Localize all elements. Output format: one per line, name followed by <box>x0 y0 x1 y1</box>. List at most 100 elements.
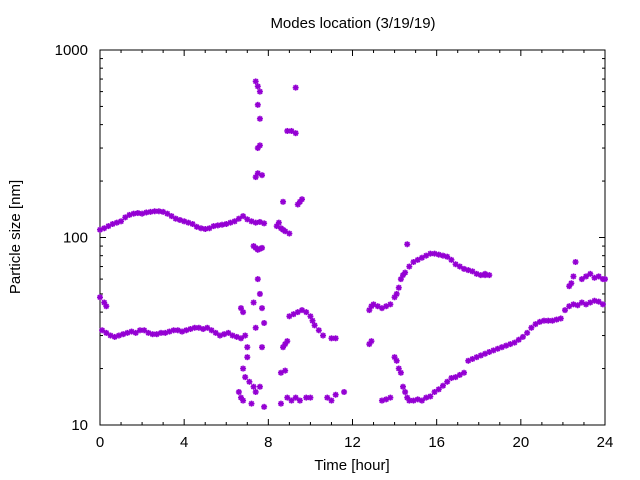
data-point <box>250 383 257 390</box>
data-point <box>461 265 468 272</box>
y-axis-label: Particle size [nm] <box>7 180 24 294</box>
data-point <box>231 218 238 225</box>
data-point <box>237 335 244 342</box>
data-point <box>252 388 259 395</box>
data-point <box>275 219 282 226</box>
data-point <box>149 331 156 338</box>
data-point <box>332 391 339 398</box>
data-point <box>524 329 531 336</box>
plot-frame <box>99 49 606 426</box>
data-point <box>431 388 438 395</box>
data-point <box>341 388 348 395</box>
data-point <box>570 273 577 280</box>
data-point <box>296 397 303 404</box>
data-point <box>528 324 535 331</box>
data-point <box>469 268 476 275</box>
data-point <box>439 252 446 259</box>
data-point <box>482 270 489 277</box>
data-point <box>259 172 266 179</box>
y-tick-label: 1000 <box>55 42 88 59</box>
data-point <box>402 388 409 395</box>
data-point <box>170 327 177 334</box>
x-axis-label: Time [hour] <box>314 457 389 474</box>
data-point <box>225 329 232 336</box>
data-point <box>240 365 247 372</box>
data-point <box>164 210 171 217</box>
data-point <box>294 201 301 208</box>
chart-title: Modes location (3/19/19) <box>270 15 435 32</box>
data-point <box>557 315 564 322</box>
data-point <box>168 213 175 220</box>
data-point <box>261 319 268 326</box>
data-point <box>250 299 257 306</box>
data-point <box>288 397 295 404</box>
data-point <box>261 403 268 410</box>
x-tick-label: 0 <box>96 434 104 451</box>
data-point <box>130 210 137 217</box>
data-point <box>277 400 284 407</box>
data-point <box>393 290 400 297</box>
data-point <box>444 253 451 260</box>
data-point <box>315 327 322 334</box>
data-point <box>328 397 335 404</box>
data-point <box>254 83 261 90</box>
data-point <box>299 196 305 203</box>
x-tick-label: 8 <box>264 434 272 451</box>
data-point <box>259 344 266 351</box>
data-point <box>282 367 289 374</box>
data-point <box>294 309 301 316</box>
data-point <box>418 397 425 404</box>
data-point <box>400 383 406 390</box>
y-axis: 10 100 1000 <box>55 42 605 434</box>
x-tick-label: 4 <box>180 434 188 451</box>
y-tick-label: 100 <box>63 230 88 247</box>
data-point <box>189 221 196 228</box>
data-point <box>141 327 148 334</box>
data-point <box>423 394 430 401</box>
data-point <box>282 228 289 235</box>
data-point <box>202 226 209 233</box>
data-point <box>402 269 409 276</box>
data-point <box>572 259 579 266</box>
data-point <box>158 329 165 336</box>
data-point <box>256 142 263 149</box>
data-point <box>448 256 455 263</box>
x-tick-label: 12 <box>344 434 361 451</box>
data-point <box>256 383 263 390</box>
data-point <box>574 302 581 309</box>
data-point <box>284 338 291 345</box>
data-point <box>284 394 291 401</box>
data-point <box>427 393 434 400</box>
data-point <box>452 261 459 268</box>
data-point <box>235 388 242 395</box>
data-point <box>397 369 404 376</box>
data-point <box>240 397 247 404</box>
x-axis: 0 4 8 12 16 20 24 <box>96 50 613 451</box>
data-point <box>332 335 339 342</box>
data-point <box>532 321 539 328</box>
data-point <box>252 78 259 85</box>
data-point <box>303 309 310 316</box>
data-point <box>103 329 110 336</box>
data-point <box>118 218 125 225</box>
data-point <box>519 333 526 340</box>
data-point <box>469 355 476 362</box>
data-point <box>292 84 299 91</box>
data-point <box>320 332 327 339</box>
data-point <box>583 273 590 280</box>
data-point <box>99 327 106 334</box>
data-point <box>286 230 293 237</box>
data-point <box>254 101 261 108</box>
data-points <box>97 78 608 410</box>
data-point <box>595 298 602 305</box>
data-point <box>97 294 103 301</box>
data-point <box>456 263 463 270</box>
x-tick-label: 20 <box>512 434 529 451</box>
data-point <box>248 400 255 407</box>
data-point <box>246 378 253 385</box>
data-point <box>256 115 263 122</box>
data-point <box>309 317 316 324</box>
data-point <box>311 322 318 329</box>
data-point <box>292 394 299 401</box>
